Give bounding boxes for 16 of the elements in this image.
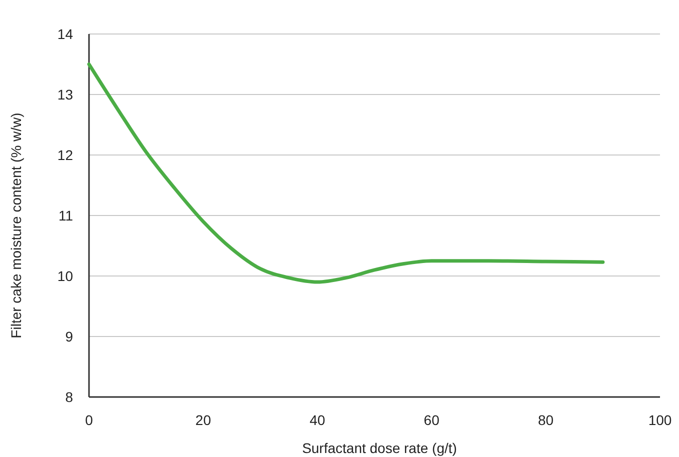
x-tick-label: 0 (85, 412, 94, 428)
y-tick-label: 14 (57, 26, 74, 42)
line-series (87, 62, 605, 284)
y-tick-label: 12 (57, 146, 74, 163)
x-tick-label: 60 (424, 412, 440, 428)
y-tick-label: 9 (65, 328, 74, 344)
x-tick-label: 80 (538, 412, 554, 428)
x-tick-label: 20 (195, 412, 212, 428)
y-tick-label: 11 (58, 207, 74, 224)
y-tick-label: 13 (57, 86, 74, 102)
x-tick-label: 40 (310, 412, 326, 428)
y-tick-label: 8 (65, 388, 74, 405)
y-tick-label: 10 (57, 268, 74, 284)
x-tick-label: 100 (648, 412, 672, 428)
y-axis-title: Filter cake moisture content (% w/w) (8, 112, 24, 338)
x-axis-title: Surfactant dose rate (g/t) (302, 440, 457, 456)
